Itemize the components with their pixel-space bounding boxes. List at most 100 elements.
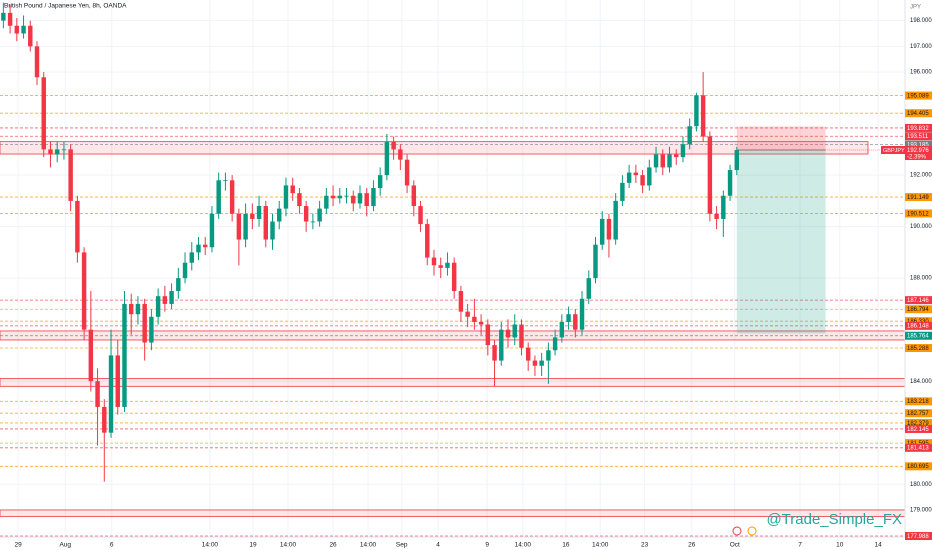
candle-body <box>108 355 114 433</box>
candle-body <box>75 200 80 253</box>
candle-body <box>613 200 618 240</box>
level-tag <box>905 317 932 326</box>
y-tick-label: 180.000 <box>910 482 932 488</box>
candle-body <box>297 193 302 207</box>
x-tick-label: Aug <box>59 542 71 549</box>
candle-body <box>559 321 565 338</box>
candle-body <box>149 316 154 343</box>
stop-zone <box>736 126 826 150</box>
y-tick-label: 190.000 <box>910 224 932 230</box>
candle-body <box>317 208 322 222</box>
level-label: 194.405 <box>907 111 929 117</box>
candle-body <box>196 244 201 253</box>
x-tick-label: 19 <box>249 542 257 549</box>
level-label: 182.757 <box>907 411 929 417</box>
candle-body <box>586 278 591 299</box>
candle-body <box>694 95 699 127</box>
candle-body <box>324 195 329 209</box>
candle-body <box>7 12 13 26</box>
event-icon[interactable] <box>747 526 757 536</box>
candle-body <box>519 324 524 348</box>
candle-body <box>54 149 60 155</box>
candle-body <box>721 195 726 219</box>
symbol-label: GBPJPY <box>883 148 905 154</box>
candle-body <box>384 141 390 176</box>
candle-body <box>169 291 174 304</box>
x-tick-label: Oct <box>730 542 740 549</box>
x-tick-label: 7 <box>798 542 802 549</box>
candle-body <box>573 314 578 330</box>
candle-body <box>41 77 46 150</box>
change-label: -2.39% <box>907 155 927 161</box>
level-tag <box>905 443 932 452</box>
alert-icon[interactable] <box>732 526 742 536</box>
candle-body <box>303 206 309 222</box>
position <box>736 126 826 334</box>
level-tag <box>905 321 932 330</box>
candle-body <box>620 182 625 201</box>
candle-body <box>478 321 484 325</box>
candle-body <box>95 381 100 407</box>
candle-body <box>270 221 275 240</box>
x-tick-label: 26 <box>329 542 337 549</box>
level-tag <box>905 123 932 132</box>
candle-body <box>451 262 457 292</box>
candle-body <box>28 25 33 47</box>
candle-body <box>61 149 67 151</box>
candle-body <box>633 172 639 176</box>
level-tag <box>905 462 932 471</box>
x-tick-label: Sep <box>396 542 408 549</box>
candle-body <box>81 252 87 330</box>
candle-body <box>223 180 228 182</box>
x-tick-label: 14 <box>874 542 882 549</box>
candle-body <box>122 303 127 407</box>
level-tag <box>905 132 932 141</box>
level-label: 193.185 <box>907 142 929 148</box>
y-tick-label: 188.000 <box>910 276 932 282</box>
candle-body <box>418 206 423 225</box>
level-tag <box>905 209 932 218</box>
level-label: 195.089 <box>907 93 929 99</box>
candle-body <box>344 195 349 197</box>
candle-body <box>512 324 517 338</box>
candle-body <box>647 167 652 186</box>
candle-body <box>552 337 558 351</box>
candle-body <box>176 278 181 292</box>
candles <box>1 2 740 482</box>
candle-body <box>640 175 645 186</box>
x-tick-label: 14:00 <box>202 542 219 549</box>
x-tick-label: 26 <box>688 542 696 549</box>
y-tick-label: 198.000 <box>910 18 932 24</box>
candle-body <box>734 149 740 170</box>
candle-body <box>472 316 477 322</box>
x-tick-label: 9 <box>485 542 489 549</box>
candle-body <box>404 159 410 186</box>
candle-body <box>499 329 504 361</box>
level-tag <box>905 305 932 314</box>
x-tick-label: 10 <box>836 542 844 549</box>
candle-body <box>229 180 235 214</box>
watermark: @Trade_Simple_FX <box>766 511 902 528</box>
x-tick-label: 14:00 <box>515 542 532 549</box>
x-tick-label: 23 <box>641 542 649 549</box>
candle-body <box>599 218 605 245</box>
level-label: 186.148 <box>907 324 929 330</box>
candle-body <box>687 126 692 145</box>
level-label: 186.794 <box>907 307 929 313</box>
candle-body <box>667 154 672 168</box>
y-tick-label: 192.000 <box>910 173 932 179</box>
candle-body <box>445 262 450 268</box>
candle-body <box>485 324 491 346</box>
candle-body <box>357 193 363 204</box>
level-label: 185.764 <box>907 334 929 340</box>
candle-body <box>102 406 107 433</box>
y-tick-label: 179.000 <box>910 508 932 514</box>
candle-body <box>653 154 659 168</box>
candle-body <box>209 213 215 248</box>
candle-body <box>48 149 53 155</box>
candle-body <box>236 213 242 240</box>
candle-body <box>674 154 679 158</box>
candle-body <box>700 95 706 137</box>
y-tick-label: 184.000 <box>910 379 932 385</box>
